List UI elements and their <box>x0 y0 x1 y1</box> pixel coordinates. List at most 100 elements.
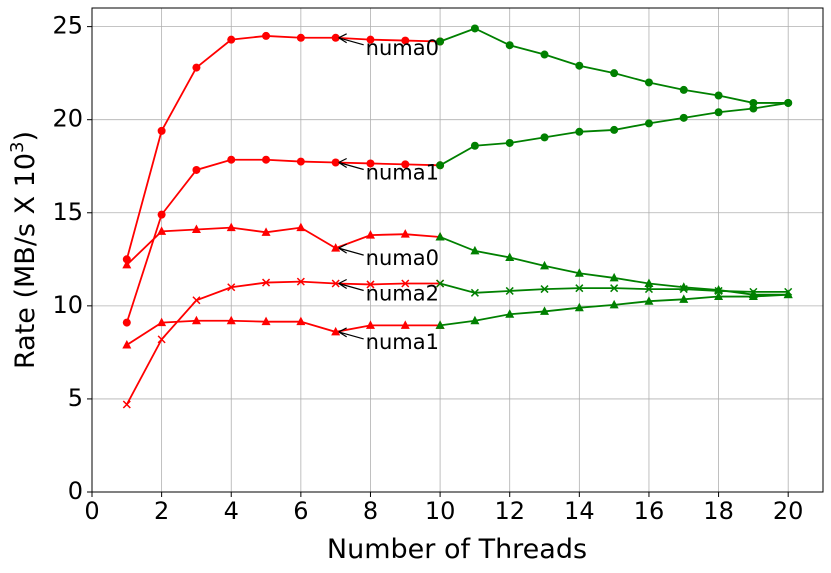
marker <box>679 285 688 294</box>
marker <box>609 299 619 309</box>
series-line <box>439 102 789 167</box>
marker <box>366 159 375 168</box>
marker <box>191 315 201 325</box>
marker <box>122 318 131 327</box>
marker <box>644 119 653 128</box>
marker <box>122 255 131 264</box>
marker <box>470 141 479 150</box>
marker <box>575 284 584 293</box>
marker <box>157 210 166 219</box>
marker <box>644 296 654 305</box>
x-tick-label: 18 <box>703 497 734 525</box>
marker <box>540 260 550 270</box>
marker <box>644 278 654 288</box>
marker <box>227 283 236 292</box>
marker <box>262 31 271 40</box>
marker <box>191 224 201 234</box>
marker <box>436 37 445 46</box>
marker <box>470 288 479 297</box>
marker <box>749 98 758 107</box>
annotation: numa1 <box>366 161 439 185</box>
marker <box>610 69 619 78</box>
annotation: numa0 <box>366 36 439 60</box>
marker <box>157 335 166 344</box>
y-tick-label: 25 <box>52 12 83 40</box>
x-tick-label: 8 <box>363 497 378 525</box>
marker <box>192 63 201 72</box>
marker <box>296 33 305 42</box>
x-tick-label: 14 <box>564 497 595 525</box>
marker <box>609 272 619 282</box>
marker <box>783 289 793 299</box>
marker <box>470 315 480 325</box>
marker <box>470 245 480 255</box>
marker <box>400 229 410 238</box>
marker <box>540 50 549 59</box>
marker <box>296 222 306 232</box>
marker <box>748 291 758 301</box>
marker <box>505 41 514 50</box>
marker <box>296 316 306 326</box>
x-tick-label: 6 <box>293 497 308 525</box>
marker <box>435 320 445 329</box>
marker <box>401 279 410 288</box>
annotation-arrow <box>338 157 364 171</box>
marker <box>679 294 689 303</box>
y-axis-label-end: ) <box>10 131 41 142</box>
plot-frame <box>91 7 824 493</box>
x-tick-label: 10 <box>425 497 456 525</box>
y-tick-label: 5 <box>68 384 83 412</box>
marker <box>331 158 340 167</box>
marker <box>192 296 201 305</box>
series-line <box>439 27 789 104</box>
annotation-arrow <box>338 243 364 256</box>
marker <box>435 231 445 241</box>
y-axis-label-sup: 3 <box>7 142 28 153</box>
marker <box>365 230 375 239</box>
marker <box>540 285 549 294</box>
marker <box>331 243 341 252</box>
marker <box>610 284 619 293</box>
marker <box>262 278 271 287</box>
marker <box>505 309 515 318</box>
marker <box>157 126 166 135</box>
marker <box>366 35 375 44</box>
x-tick-label: 4 <box>224 497 239 525</box>
marker <box>157 317 167 327</box>
y-tick-label: 0 <box>68 477 83 505</box>
series-line <box>126 226 441 266</box>
marker <box>575 127 584 136</box>
marker <box>505 252 515 261</box>
marker <box>331 326 341 336</box>
marker <box>401 160 410 169</box>
x-tick-label: 12 <box>494 497 525 525</box>
y-tick-label: 20 <box>52 105 83 133</box>
series-line <box>126 280 441 405</box>
marker <box>401 36 410 45</box>
marker <box>610 125 619 134</box>
marker <box>331 33 340 42</box>
marker <box>574 302 584 312</box>
marker <box>505 286 514 295</box>
marker <box>262 155 271 164</box>
marker <box>436 279 445 288</box>
marker <box>574 268 584 277</box>
marker <box>540 306 550 315</box>
marker <box>749 104 758 113</box>
annotation-arrow <box>338 278 364 292</box>
marker <box>122 400 131 409</box>
y-tick-label: 10 <box>52 291 83 319</box>
x-axis-label: Number of Threads <box>327 534 587 565</box>
x-tick-label: 2 <box>154 497 169 525</box>
marker <box>365 320 375 329</box>
marker <box>227 35 236 44</box>
marker <box>679 85 688 94</box>
marker <box>400 320 410 329</box>
series-line <box>126 319 441 346</box>
annotation: numa2 <box>366 282 439 306</box>
x-tick-label: 16 <box>634 497 665 525</box>
series-line <box>125 158 441 323</box>
annotation: numa1 <box>366 330 439 354</box>
marker <box>505 138 514 147</box>
annotation-arrow <box>338 327 364 340</box>
